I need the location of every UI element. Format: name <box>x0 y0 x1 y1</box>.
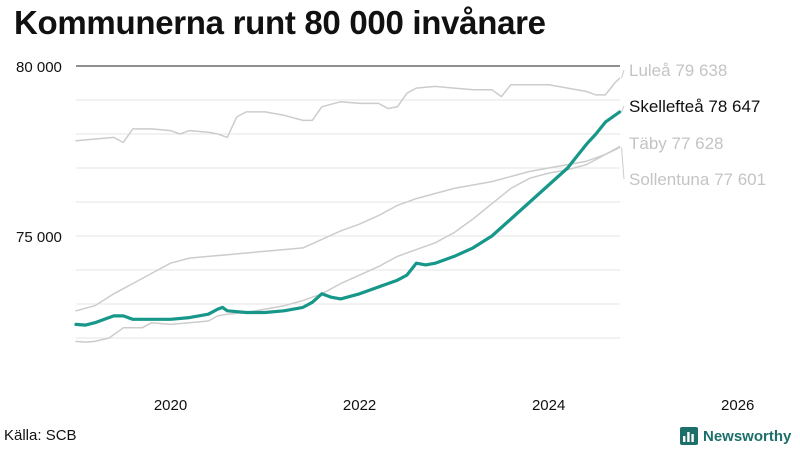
series-line-täby <box>75 145 621 312</box>
series-line-luleå <box>75 77 621 144</box>
leader-line <box>621 147 625 180</box>
end-label-sollentuna: Sollentuna 77 601 <box>629 170 766 189</box>
bar-chart-logo-icon <box>680 427 698 445</box>
x-tick-label: 2024 <box>532 397 565 414</box>
y-tick-label: 80 000 <box>16 59 62 76</box>
leader-line <box>621 105 625 113</box>
leader-line <box>621 69 625 79</box>
y-axis-labels: 75 000 80 000 <box>16 59 62 246</box>
series-end-labels: Luleå 79 638 Skellefteå 78 647 Täby 77 628… <box>629 61 766 189</box>
x-tick-label: 2020 <box>154 397 187 414</box>
x-tick-label: 2026 <box>721 397 754 414</box>
x-tick-label: 2022 <box>343 397 376 414</box>
series-line-sollentuna <box>75 146 621 343</box>
x-axis-labels: 2020 2022 2024 2026 <box>154 397 755 414</box>
series-line-skellefteå <box>74 110 622 327</box>
end-label-täby: Täby 77 628 <box>629 134 724 153</box>
gridlines <box>76 65 620 339</box>
source-note: Källa: SCB <box>4 427 77 444</box>
series-lines <box>74 77 622 343</box>
end-label-skellefteå: Skellefteå 78 647 <box>629 97 760 116</box>
brand-logo: Newsworthy <box>680 427 791 445</box>
end-label-luleå: Luleå 79 638 <box>629 61 727 80</box>
label-leader-lines <box>621 69 625 180</box>
page-title: Kommunerna runt 80 000 invånare <box>14 4 546 41</box>
brand-name: Newsworthy <box>703 427 792 445</box>
y-tick-label: 75 000 <box>16 229 62 246</box>
